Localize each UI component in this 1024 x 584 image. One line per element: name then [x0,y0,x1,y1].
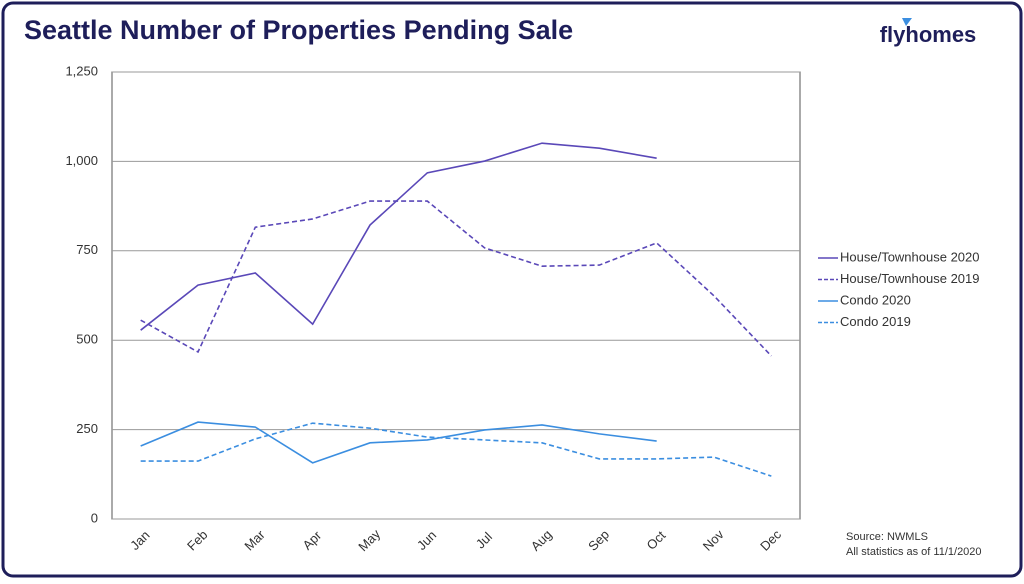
legend-label: House/Townhouse 2020 [840,249,980,264]
y-tick-label: 0 [91,510,98,525]
series-line [140,200,772,357]
brand-logo: flyhomes [880,22,977,47]
y-tick-label: 750 [76,242,98,257]
series-line [140,422,772,477]
y-tick-label: 1,250 [65,63,98,78]
series-line [140,142,657,331]
chart-title: Seattle Number of Properties Pending Sal… [24,15,573,45]
series-line [140,421,657,464]
y-tick-label: 1,000 [65,153,98,168]
legend-label: Condo 2019 [840,314,911,329]
logo-mark [902,18,912,26]
legend-label: Condo 2020 [840,292,911,307]
source: Source: NWMLS [846,531,928,543]
y-tick-label: 500 [76,332,98,347]
legend-label: House/Townhouse 2019 [840,271,980,286]
y-tick-label: 250 [76,421,98,436]
source: All statistics as of 11/1/2020 [846,546,982,558]
